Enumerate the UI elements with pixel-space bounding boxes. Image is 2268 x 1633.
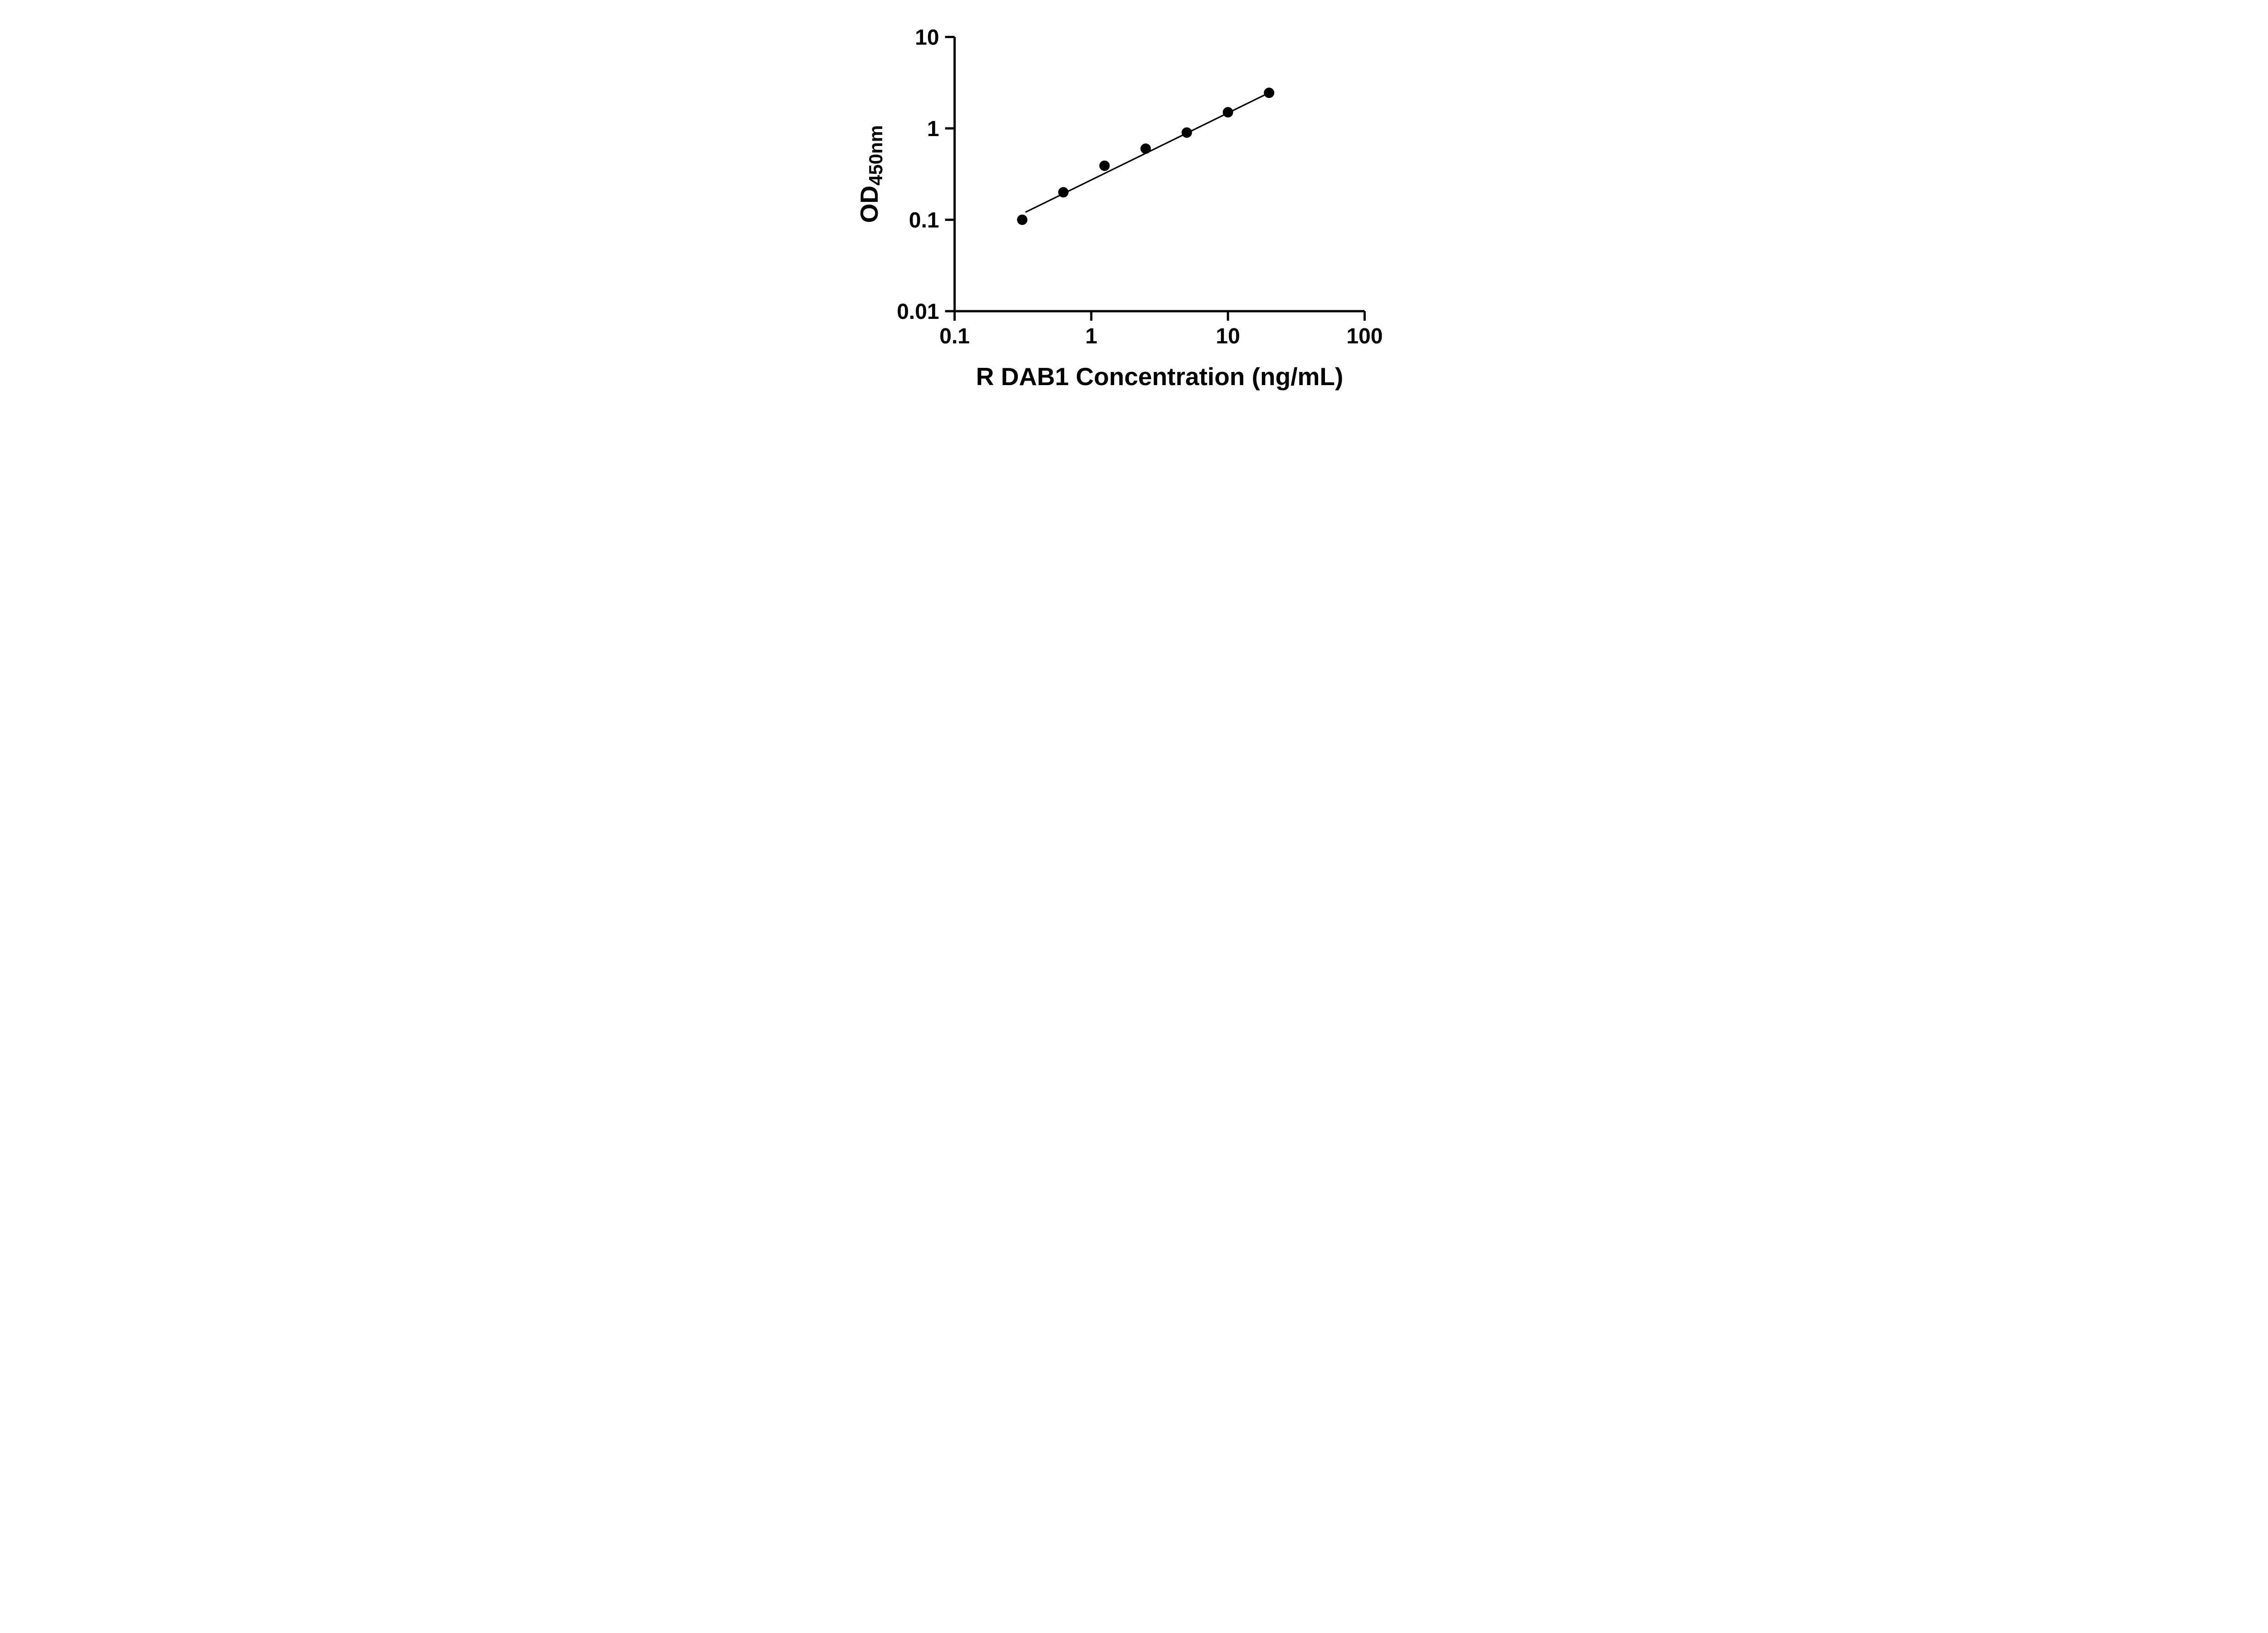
y-tick-label: 10	[915, 25, 939, 49]
data-point	[1222, 107, 1233, 118]
data-point	[1058, 187, 1069, 198]
x-tick-label: 100	[1346, 324, 1383, 348]
x-tick-label: 0.1	[939, 324, 970, 348]
data-point	[1264, 88, 1275, 98]
data-point	[1181, 127, 1192, 138]
y-axis-title-subscript: 450nm	[865, 125, 886, 186]
y-tick-label: 1	[927, 117, 939, 141]
x-tick-label: 1	[1085, 324, 1097, 348]
x-axis-title: R DAB1 Concentration (ng/mL)	[976, 362, 1344, 391]
y-axis-title-main: OD	[855, 186, 883, 223]
data-point	[1099, 160, 1110, 171]
y-tick-label: 0.01	[897, 300, 939, 324]
data-point	[1017, 215, 1028, 225]
y-tick-label: 0.1	[909, 208, 939, 232]
standard-curve-chart: 0.01 0.1 1 10 0.1 1 10 100 R DAB1 Concentration …	[842, 0, 1426, 408]
x-tick-label: 10	[1216, 324, 1240, 348]
chart-background	[842, 0, 1426, 408]
data-point	[1140, 143, 1151, 154]
y-axis-title: OD450nm	[855, 125, 886, 223]
